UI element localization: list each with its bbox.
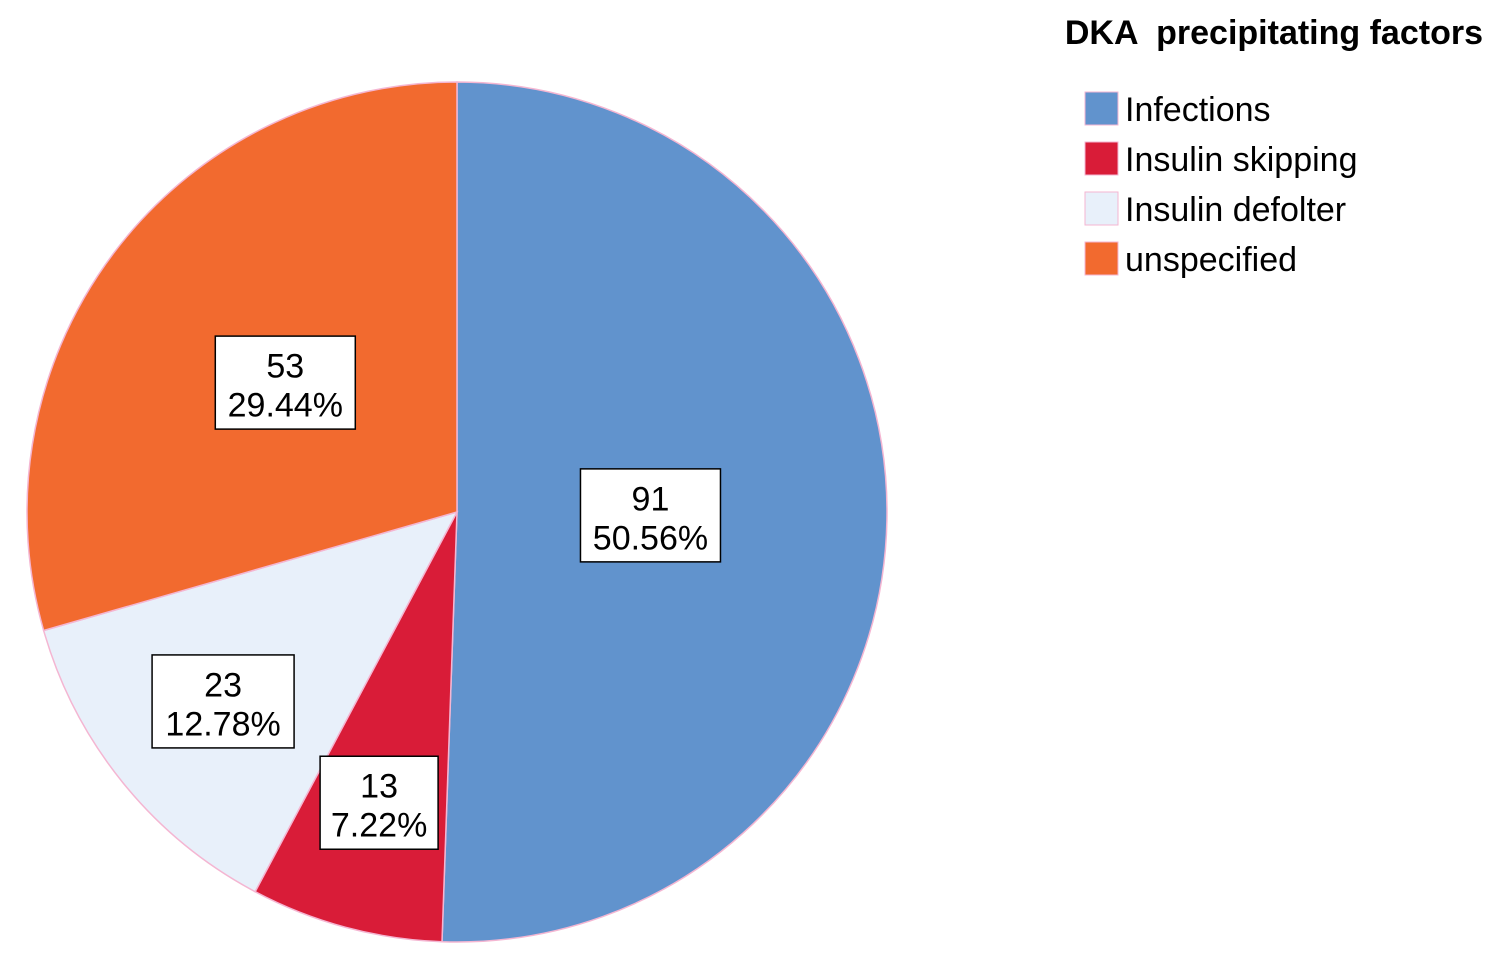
legend-swatch: [1084, 141, 1119, 176]
slice-data-label-insulin-skipping: 137.22%: [319, 755, 439, 850]
legend-label: Insulin skipping: [1125, 141, 1357, 179]
legend-title: DKA precipitating factors: [1065, 14, 1483, 52]
legend-swatch: [1084, 241, 1119, 276]
data-label-percent: 50.56%: [593, 519, 708, 557]
data-label-box: [151, 654, 295, 749]
data-label-box: [214, 335, 357, 430]
data-label-count: 91: [632, 480, 670, 518]
data-label-percent: 12.78%: [165, 705, 280, 743]
legend: DKA precipitating factors Infections Insu…: [1065, 14, 1483, 279]
legend-item-insulin-skipping: Insulin skipping: [1084, 141, 1357, 179]
data-label-percent: 29.44%: [228, 387, 343, 425]
data-label-percent: 7.22%: [331, 807, 427, 845]
legend-item-infections: Infections: [1084, 91, 1271, 129]
legend-label: unspecified: [1125, 241, 1297, 279]
data-label-box: [319, 755, 439, 850]
data-label-count: 13: [360, 768, 398, 806]
legend-item-unspecified: unspecified: [1084, 241, 1297, 279]
legend-swatch: [1084, 191, 1119, 226]
legend-label: Infections: [1125, 91, 1271, 129]
data-label-count: 23: [204, 666, 242, 704]
pie-slices: [26, 81, 888, 943]
legend-label: Insulin defolter: [1125, 191, 1346, 229]
data-label-count: 53: [266, 348, 304, 386]
data-label-box: [579, 468, 722, 563]
legend-swatch: [1084, 91, 1119, 126]
legend-item-insulin-defolter: Insulin defolter: [1084, 191, 1346, 229]
